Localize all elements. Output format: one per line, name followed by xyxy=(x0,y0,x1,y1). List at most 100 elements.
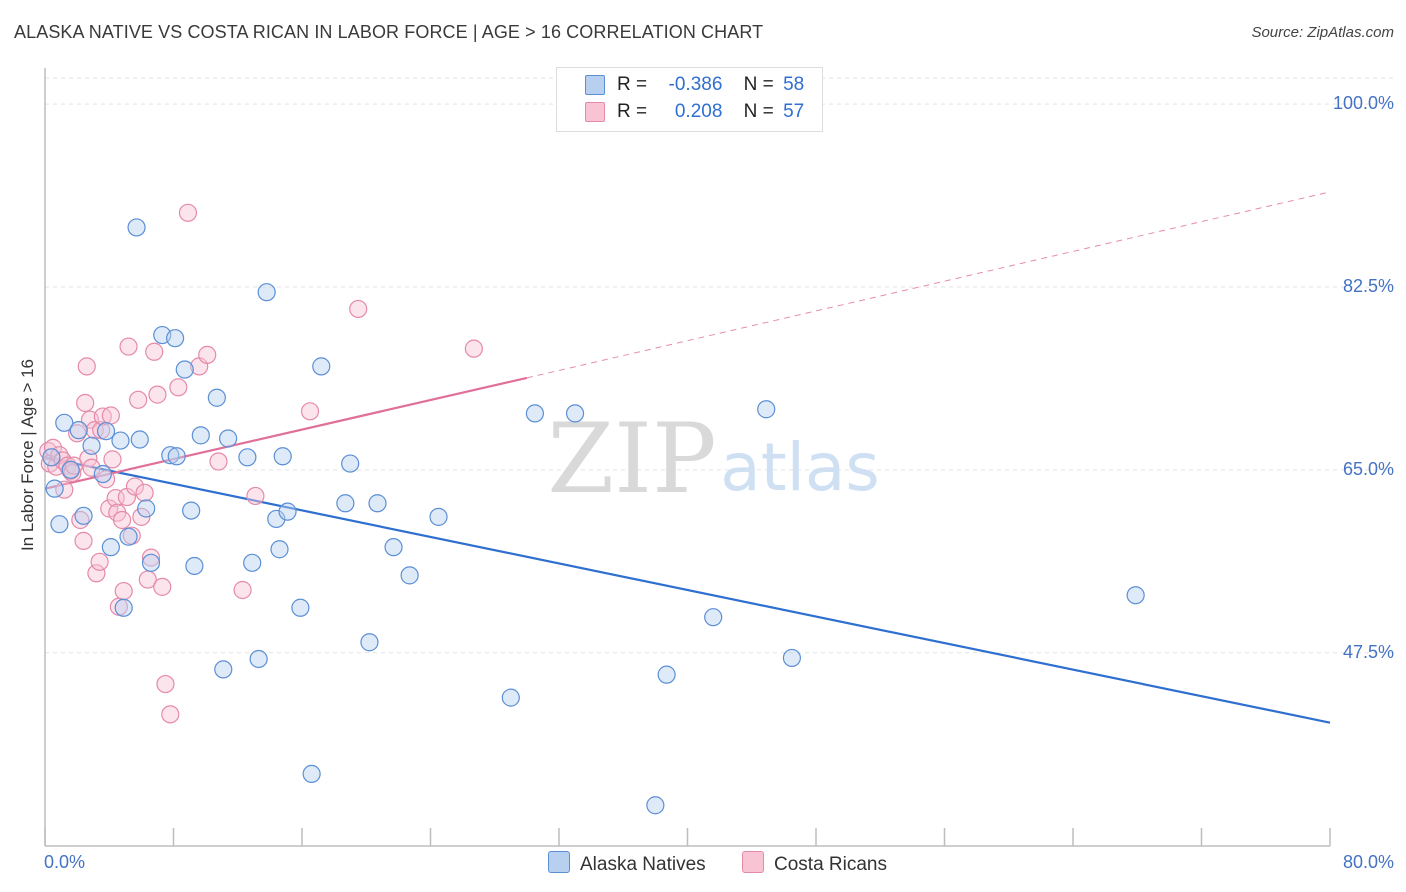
costa-ricans-point xyxy=(87,564,106,583)
costa-ricans-point xyxy=(77,357,96,376)
chart-title: ALASKA NATIVE VS COSTA RICAN IN LABOR FO… xyxy=(14,22,764,42)
alaska-natives-points xyxy=(42,218,1145,815)
alaska-natives-point xyxy=(191,426,210,445)
costa-ricans-point xyxy=(103,450,122,469)
costa-ricans-point xyxy=(169,378,188,397)
alaska-natives-point xyxy=(166,329,185,348)
costa-ricans-point xyxy=(129,390,148,409)
costa-ricans-point xyxy=(63,463,82,483)
alaska-natives-point xyxy=(101,538,120,557)
legend-row-costa-ricans: R = 0.208 N = 57 xyxy=(585,101,804,127)
alaska-natives-point xyxy=(302,764,321,784)
alaska-natives-point xyxy=(1126,586,1145,605)
alaska-natives-point xyxy=(175,360,194,379)
alaska-natives-point xyxy=(267,509,286,529)
n-value-alaska-natives: 58 xyxy=(783,74,805,95)
alaska-natives-point xyxy=(368,494,387,513)
alaska-natives-point xyxy=(119,527,138,546)
watermark: ZIP atlas xyxy=(547,403,879,515)
alaska-natives-point xyxy=(312,357,331,376)
n-value-costa-ricans: 57 xyxy=(783,101,805,122)
alaska-natives-point xyxy=(704,608,723,627)
costa-ricans-point xyxy=(464,339,483,358)
alaska-natives-point xyxy=(238,448,257,467)
alaska-natives-point xyxy=(646,796,665,815)
costa-ricans-point xyxy=(349,299,368,319)
alaska-natives-point xyxy=(50,515,69,534)
alaska-natives-point xyxy=(93,464,112,484)
costa-ricans-point xyxy=(114,581,133,601)
alaska-natives-point xyxy=(565,404,585,423)
costa-ricans-point xyxy=(156,674,175,694)
alaska-natives-point xyxy=(341,454,360,473)
r-value-alaska-natives: -0.386 xyxy=(668,74,723,95)
y-tick-label: 100.0% xyxy=(1332,93,1394,114)
costa-ricans-point xyxy=(246,486,265,506)
alaska-natives-point xyxy=(270,540,289,559)
costa-ricans-point xyxy=(119,337,138,356)
alaska-natives-point xyxy=(291,598,310,617)
series-name: Costa Ricans xyxy=(774,854,887,875)
alaska-natives-point xyxy=(360,633,379,652)
alaska-natives-point xyxy=(111,431,130,450)
alaska-natives-point xyxy=(657,665,676,684)
costa-ricans-point xyxy=(90,552,109,571)
alaska-natives-point xyxy=(757,400,776,419)
y-tick-label: 82.5% xyxy=(1342,275,1394,296)
alaska-natives-point xyxy=(429,507,448,526)
costa-ricans-point xyxy=(209,452,228,471)
pink-swatch xyxy=(742,851,764,873)
correlation-legend: R = -0.386 N = 58 R = 0.208 N = 57 xyxy=(556,67,823,132)
alaska-natives-point xyxy=(96,422,116,441)
alaska-natives-point xyxy=(278,502,297,521)
trend-lines xyxy=(44,191,1331,724)
alaska-natives-trend-line xyxy=(44,456,1331,724)
blue-swatch xyxy=(548,851,570,873)
alaska-natives-point xyxy=(243,553,262,572)
watermark-atlas: atlas xyxy=(720,429,880,506)
costa-ricans-point xyxy=(135,483,154,502)
alaska-natives-point xyxy=(273,447,292,466)
x-tick-label-min: 0.0% xyxy=(44,852,86,872)
r-label: R = xyxy=(617,101,648,122)
y-tick-label: 65.0% xyxy=(1342,458,1394,479)
series-legend-alaska-natives: Alaska Natives xyxy=(548,851,706,876)
alaska-natives-point xyxy=(141,553,161,572)
series-legend-costa-ricans: Costa Ricans xyxy=(742,851,887,876)
alaska-natives-point xyxy=(185,556,204,576)
alaska-natives-point xyxy=(782,648,802,668)
alaska-natives-point xyxy=(207,388,226,407)
n-label: N = xyxy=(743,101,774,122)
alaska-natives-point xyxy=(130,430,149,449)
alaska-natives-point xyxy=(61,460,80,479)
alaska-natives-point xyxy=(55,413,74,432)
costa-ricans-point xyxy=(74,531,93,550)
costa-ricans-point xyxy=(43,438,63,457)
alaska-natives-point xyxy=(161,446,180,465)
alaska-natives-point xyxy=(219,429,238,448)
alaska-natives-point xyxy=(45,479,64,498)
x-tick-label-max: 80.0% xyxy=(1342,852,1394,872)
alaska-natives-point xyxy=(257,283,276,302)
costa-ricans-point xyxy=(82,458,101,477)
costa-ricans-point xyxy=(125,477,145,496)
costa-ricans-point xyxy=(178,203,198,222)
alaska-natives-point xyxy=(82,436,101,455)
costa-ricans-point xyxy=(198,345,217,364)
pink-swatch xyxy=(585,101,605,122)
costa-ricans-point xyxy=(141,548,161,567)
alaska-natives-point xyxy=(127,218,146,237)
costa-ricans-point xyxy=(76,393,95,413)
costa-ricans-point xyxy=(145,342,164,361)
alaska-natives-point xyxy=(336,494,355,513)
costa-ricans-point xyxy=(96,470,116,489)
source-attribution: Source: ZipAtlas.com xyxy=(1251,24,1394,41)
alaska-natives-point xyxy=(501,688,520,707)
legend-row-alaska-natives: R = -0.386 N = 58 xyxy=(585,74,804,100)
blue-swatch xyxy=(585,74,605,95)
costa-ricans-point xyxy=(233,580,252,600)
costa-ricans-point xyxy=(55,480,74,499)
alaska-natives-point xyxy=(182,501,201,520)
costa-ricans-point xyxy=(153,577,172,596)
alaska-natives-point xyxy=(137,499,156,518)
